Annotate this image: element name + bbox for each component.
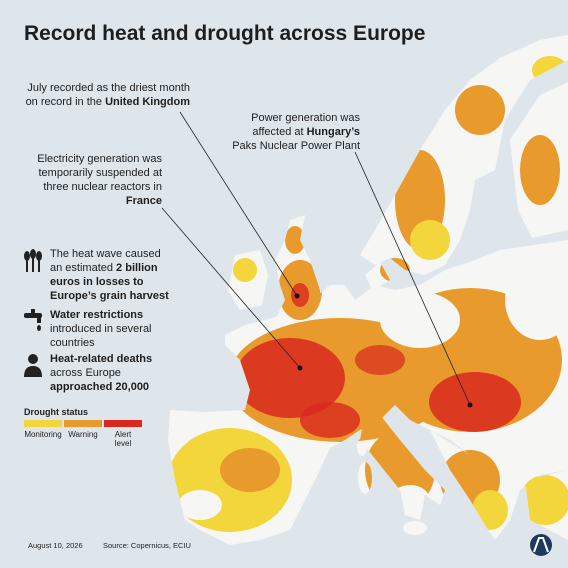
date: August 10, 2026 (28, 541, 83, 550)
annotation: July recorded as the driest month on rec… (26, 81, 190, 109)
person-icon (24, 354, 42, 377)
text-part: approached 20,000 (50, 381, 150, 393)
tap-icon (24, 309, 42, 331)
annotation: Electricity generation was temporarily s… (37, 152, 162, 208)
legend-swatch (24, 420, 62, 427)
fact: Water restrictions introduced in several… (50, 308, 152, 350)
fact: The heat wave caused an estimated 2 bill… (50, 247, 169, 303)
text-part: introduced in several countries (50, 323, 152, 349)
leader-lines (161, 111, 471, 406)
text-part: Paks Nuclear Power Plant (232, 140, 360, 152)
text-part: United Kingdom (105, 96, 190, 108)
text-part: Heat-related deaths (50, 353, 153, 365)
legend-label: Warning (68, 430, 98, 439)
legend-swatch (104, 420, 142, 427)
wheat-icon (24, 249, 42, 272)
text-part: France (125, 195, 162, 207)
text-part: Hungary’s (306, 126, 360, 138)
icons (24, 249, 42, 377)
source: Source: Copernicus, ECIU (103, 541, 191, 550)
text-part: Power generation was affected at (251, 112, 360, 138)
text-part: Electricity generation was temporarily s… (37, 153, 162, 193)
logo (530, 534, 552, 556)
fact: Heat-related deaths across Europe approa… (50, 352, 152, 394)
text-part: across Europe (50, 367, 121, 379)
text-part: The heat wave caused an estimated (50, 248, 161, 274)
title: Record heat and drought across Europe (24, 22, 426, 45)
legend-swatch (64, 420, 102, 427)
text-part: 2 billion euros in losses to Europe’s gr… (50, 262, 169, 302)
text-part: July recorded as the driest month on rec… (25, 82, 190, 108)
annotation: Power generation was affected at Hungary… (232, 111, 360, 153)
text-part: Water restrictions (50, 309, 144, 321)
legend-label: Alert level (114, 430, 132, 448)
locations (294, 293, 473, 408)
legend-label: Monitoring (24, 430, 62, 439)
legend-title: Drought status (24, 407, 88, 417)
